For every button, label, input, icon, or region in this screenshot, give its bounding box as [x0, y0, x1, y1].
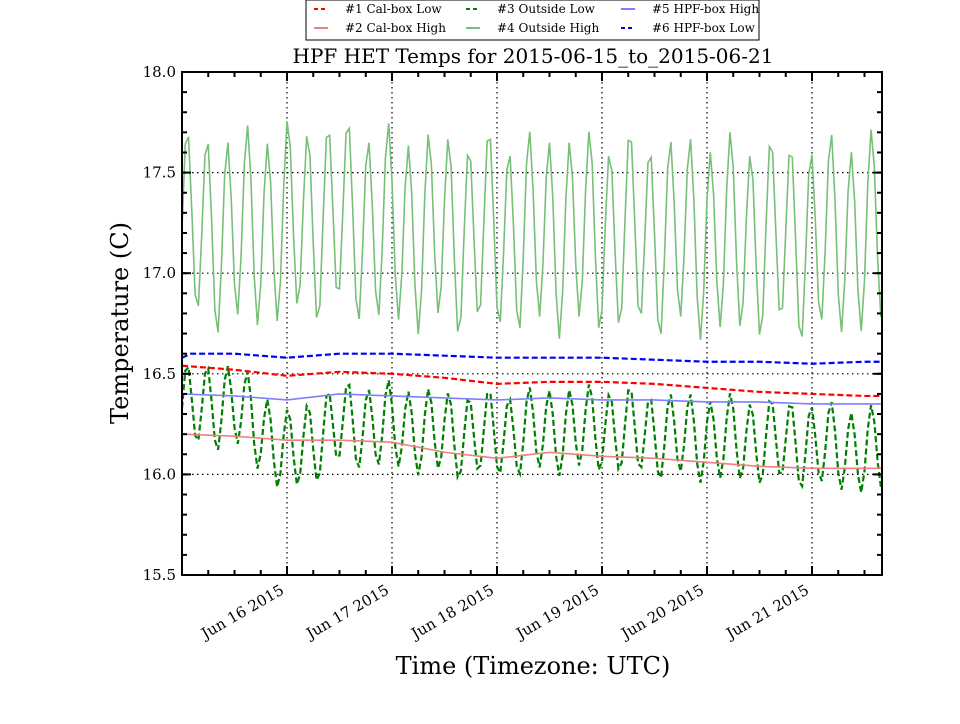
legend-label: #1 Cal-box Low: [345, 2, 442, 16]
x-axis-title: Time (Timezone: UTC): [396, 652, 671, 680]
chart-title: HPF HET Temps for 2015-06-15_to_2015-06-…: [293, 44, 774, 68]
legend-box: [305, 0, 760, 41]
y-axis-title: Temperature (C): [106, 222, 134, 424]
series-line-5: [181, 393, 882, 405]
series-line-3: [180, 364, 883, 493]
series-line-4: [181, 121, 882, 340]
legend-label: #2 Cal-box High: [345, 21, 446, 35]
plot-frame: [181, 71, 883, 576]
series-line-1: [181, 364, 882, 398]
ticks-layer: [181, 71, 882, 576]
legend-label: #5 HPF-box High: [652, 2, 759, 16]
y-tick-label: 17.0: [143, 264, 176, 282]
legend-label: #6 HPF-box Low: [652, 21, 756, 35]
y-tick-label: 15.5: [143, 566, 176, 584]
legend-label: #4 Outside High: [497, 21, 599, 35]
legend: #1 Cal-box Low #2 Cal-box High #3 Outside …: [305, 0, 760, 41]
series-line-6: [181, 352, 882, 365]
series-line-2: [181, 433, 882, 470]
legend-label: #3 Outside Low: [497, 2, 596, 16]
y-tick-label: 17.5: [143, 164, 176, 182]
y-tick-label: 18.0: [143, 63, 176, 81]
y-tick-label: 16.5: [143, 365, 176, 383]
y-tick-label: 16.0: [143, 465, 176, 483]
series-layer: [180, 121, 883, 493]
